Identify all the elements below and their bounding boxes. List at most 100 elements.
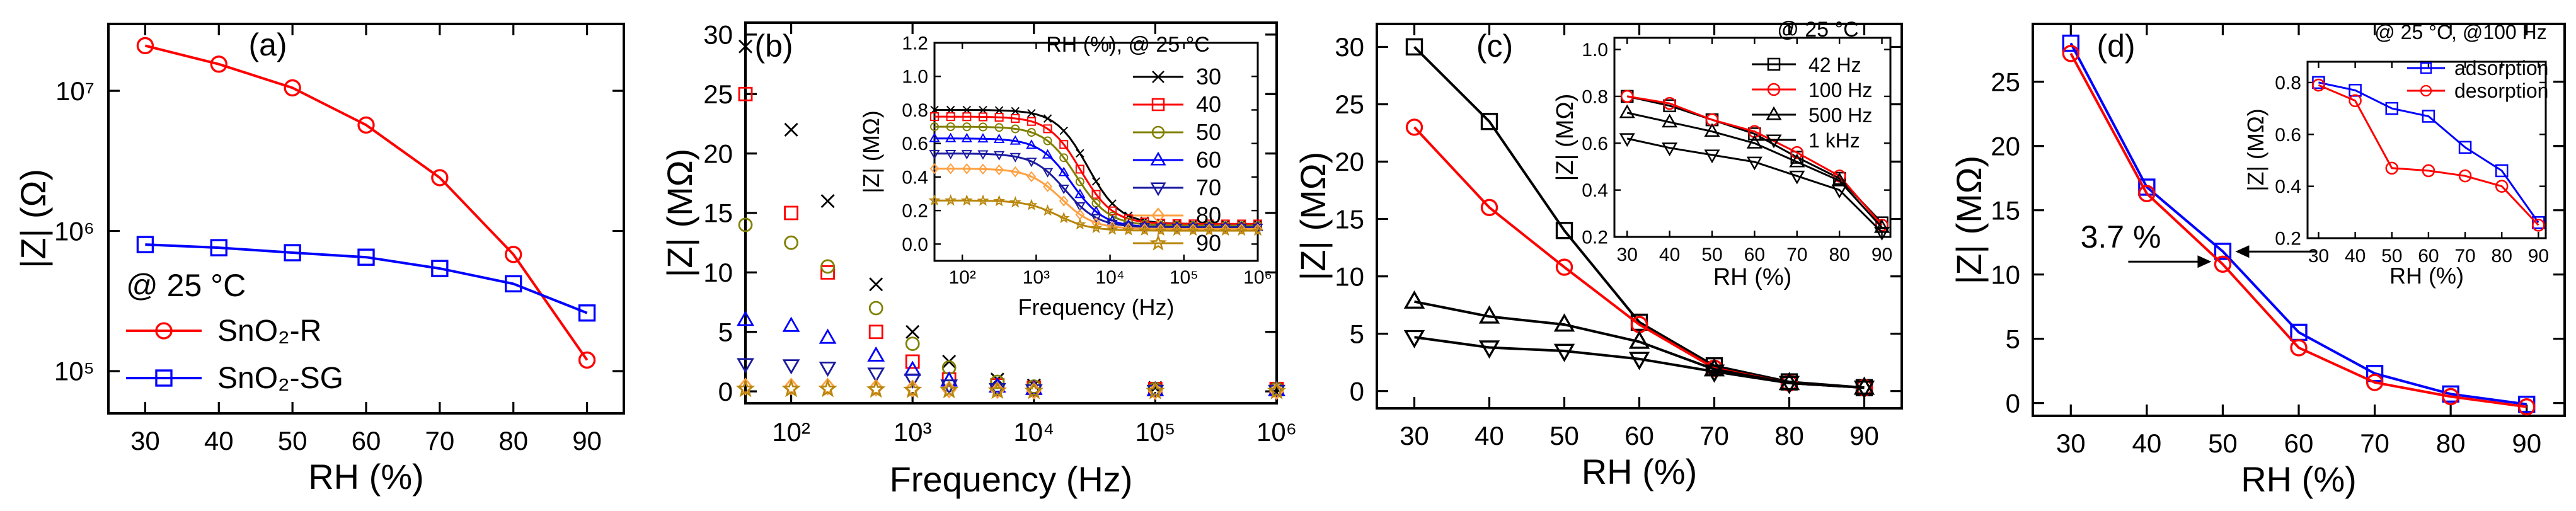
panel-d-inset-y-axis-title: |Z| (MΩ)	[2243, 108, 2268, 192]
panel-b-series-0-point-3	[869, 277, 883, 292]
panel-c-series-1-point-0	[1405, 118, 1423, 136]
panel-b-series-6-point-7	[1024, 381, 1044, 399]
panel-d-series-0-point-2	[2214, 243, 2232, 260]
panel-c-inset-x-tick-label: 50	[1701, 244, 1722, 265]
panel-c-inset-y-tick-label: 0.6	[1582, 134, 1608, 154]
panel-d-inset-x-tick-label: 70	[2454, 246, 2475, 267]
panel-c-y-tick-label: 5	[1350, 319, 1364, 348]
panel-b-inset-series-5-point-20	[1253, 223, 1263, 235]
panel-b-series-4-point-4	[904, 373, 922, 389]
panel-b-series-4-point-2	[819, 361, 837, 377]
panel-c-legend-2-marker	[1766, 106, 1782, 120]
panel-b-inset-series-4-point-4	[993, 151, 1005, 161]
panel-a-legend-1-marker	[155, 369, 173, 387]
panel-d-y-tick-label: 15	[1991, 195, 2020, 225]
panel-c-series-0-point-0	[1405, 38, 1423, 56]
panel-c-series-3-point-0	[1403, 330, 1425, 348]
panel-b-y-tick-label: 30	[703, 20, 733, 50]
panel-b-inset-series-3-point-5	[1009, 135, 1021, 145]
panel-c-series-1-point-2	[1555, 258, 1573, 276]
panel-c-inset-series-2-point-3	[1746, 134, 1762, 149]
panel-b-legend-5-marker	[1151, 207, 1165, 224]
panel-c-inset-series-0-line	[1626, 95, 1883, 224]
panel-b-inset-series-3-point-6	[1026, 139, 1037, 149]
panel-d-inset-series-1-point-0	[2312, 78, 2325, 92]
panel-c-inset-series-3-point-2	[1704, 149, 1720, 164]
panel-b-y-tick-label: 5	[718, 317, 733, 347]
panel-b-series-2-point-6	[990, 374, 1005, 389]
panel-b-inset-series-0-point-10	[1091, 177, 1101, 186]
panel-b-inset-series-6-point-0	[928, 194, 941, 206]
panel-b-inset-x-tick-label: 10³	[1023, 267, 1050, 288]
panel-b-inset-series-1-point-0	[930, 112, 939, 122]
panel-b-inset-series-2-point-4	[994, 123, 1004, 132]
panel-b-series-3-point-5	[940, 371, 958, 387]
panel-d-inset-x-tick-label: 60	[2418, 246, 2439, 267]
panel-a-series-1-point-5	[505, 275, 522, 293]
panel-d-label: (d)	[2096, 28, 2135, 64]
panel-a-series-1-point-0	[136, 236, 154, 253]
panel-b-series-4-point-3	[867, 367, 885, 383]
panel-c-y-tick-label: 10	[1335, 261, 1364, 291]
panel-a-y-tick-label: 10⁷	[55, 76, 95, 106]
panel-b-inset-series-5-point-4	[994, 164, 1004, 176]
panel-d-y-axis-title: |Z| (MΩ)	[1949, 156, 1989, 285]
panel-b-series-2-point-4	[905, 336, 920, 352]
panel-c-series-2-point-4	[1703, 358, 1725, 377]
panel-d-inset-series-1-point-1	[2349, 94, 2362, 108]
panel-c-x-tick-label: 50	[1550, 421, 1579, 451]
panel-d: 30 40 50 60 70 80 90 0 5 10 15 20 25 RH (%) |Z| (MΩ) (d…	[1949, 21, 2566, 499]
panel-d-inset-x-axis-title: RH (%)	[2389, 263, 2464, 289]
panel-d-y-tick-label: 0	[2006, 388, 2020, 418]
panel-b-legend-4-marker	[1150, 182, 1166, 197]
panel-b-series-6-point-2	[818, 379, 837, 398]
panel-b-x-tick-label: 10²	[772, 417, 810, 447]
panel-c-x-tick-label: 90	[1849, 421, 1879, 451]
panel-a-series-0-point-3	[357, 116, 375, 134]
panel-d-series-1-point-2	[2214, 255, 2232, 273]
panel-a-legend-0-marker	[155, 322, 173, 340]
panel-d-x-tick-label: 70	[2360, 428, 2389, 458]
panel-b-inset-series-4-point-2	[961, 150, 972, 160]
panel-c-series-2-point-3	[1628, 330, 1650, 349]
panel-d-annotation: 3.7 %	[2081, 219, 2161, 255]
panel-b-inset-series-5-point-17	[1204, 223, 1214, 235]
panel-d-series-0-line	[2069, 42, 2527, 406]
panel-c-series-3-point-2	[1553, 343, 1575, 362]
panel-c-x-axis-title: RH (%)	[1582, 452, 1698, 491]
panel-b-inset-series-5-point-14	[1156, 223, 1166, 234]
panel-b-series-6-point-9	[1267, 381, 1287, 399]
panel-b-series-2-point-1	[784, 235, 798, 250]
panel-d-inset-series-1-point-6	[2532, 219, 2545, 232]
panel-d-series-1-point-4	[2366, 374, 2384, 391]
panel-b-inset-series-6-point-19	[1235, 224, 1248, 236]
panel-d-inset-x-tick-label: 40	[2345, 246, 2366, 267]
panel-a-series-1-line	[145, 243, 588, 314]
panel-d-series-1-point-0	[2062, 45, 2079, 62]
panel-b-inset-series-6-point-16	[1187, 224, 1199, 236]
panel-c-inset-series-2-point-1	[1662, 113, 1678, 128]
panel-d-series-1-point-6	[2518, 398, 2536, 416]
panel-c-legend-0-marker	[1767, 57, 1781, 71]
panel-d-inset-series-0-point-3	[2422, 110, 2435, 123]
panel-c-inset-series-3-point-5	[1831, 185, 1848, 198]
panel-c-legend-0-label: 42 Hz	[1808, 54, 1861, 76]
panel-b-inset-series-5-point-19	[1237, 223, 1246, 235]
panel-d-y-tick-label: 25	[1991, 67, 2020, 96]
panel-b-x-tick-label: 10³	[894, 417, 932, 447]
panel-b-inset-series-6-point-9	[1074, 218, 1086, 230]
panel-d-x-tick-label: 60	[2284, 428, 2314, 458]
panel-b-series-3-point-3	[867, 346, 885, 362]
panel-b-inset-series-3-point-4	[993, 134, 1005, 144]
panel-c-inset-x-tick-label: 80	[1829, 244, 1849, 265]
panel-d-arrow-right-head	[2235, 245, 2250, 258]
panel-c-inset-series-3-point-0	[1619, 133, 1635, 147]
panel-c-y-tick-label: 30	[1335, 32, 1364, 62]
panel-c-series-3-point-3	[1628, 352, 1650, 370]
panel-c-x-tick-label: 70	[1699, 421, 1729, 451]
panel-b-inset-series-6-point-7	[1041, 204, 1054, 216]
panel-b-inset-y-tick-label: 0.8	[902, 100, 928, 121]
panel-c-inset-x-tick-label: 60	[1744, 244, 1765, 265]
panel-b-series-0-point-2	[820, 194, 835, 209]
panel-a-legend-title: @ 25 °C	[126, 268, 246, 303]
